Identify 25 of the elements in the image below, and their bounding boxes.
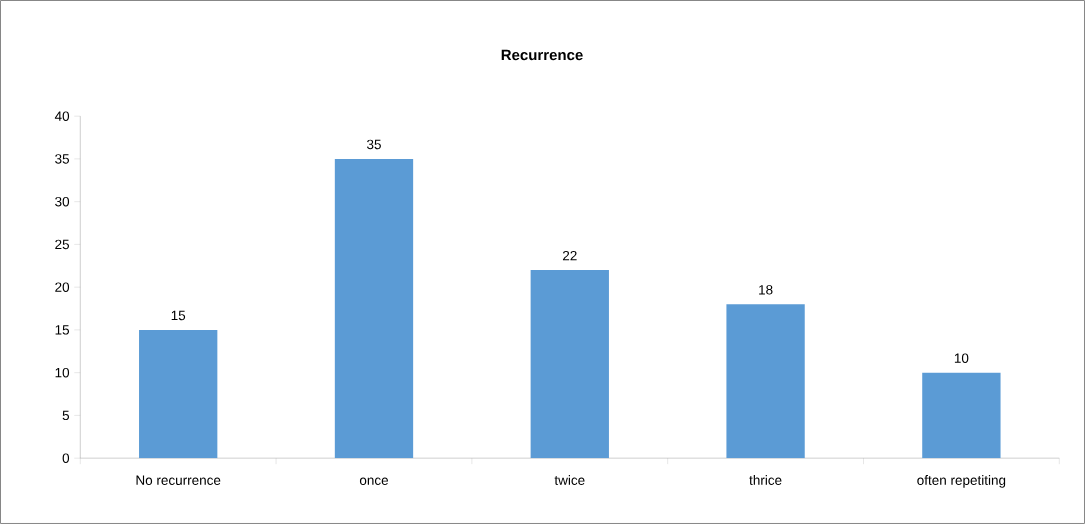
bar (334, 158, 414, 459)
data-label: 18 (759, 285, 773, 295)
data-label: 15 (171, 310, 186, 321)
data-label: 10 (954, 353, 969, 363)
data-label: 35 (366, 139, 381, 150)
y-tick-label: 25 (55, 239, 70, 250)
x-tick-label: No recurrence (136, 475, 221, 485)
bar (922, 372, 1001, 459)
bar (530, 270, 609, 459)
y-tick-label: 40 (54, 111, 70, 121)
bar (139, 329, 218, 459)
y-tick-label: 15 (55, 325, 70, 335)
data-label: 22 (562, 250, 577, 261)
bar (726, 304, 805, 459)
x-tick-label: twice (554, 475, 585, 485)
y-tick-label: 30 (55, 196, 70, 207)
y-tick-label: 0 (62, 453, 70, 463)
y-tick-label: 10 (55, 367, 70, 378)
x-tick-label: once (359, 477, 389, 485)
y-tick-label: 20 (55, 282, 70, 292)
x-tick-label: thrice (749, 475, 782, 485)
y-tick-label: 5 (62, 410, 70, 421)
chart-title: Recurrence (501, 49, 583, 61)
x-tick-label: often repetiting (917, 475, 1006, 488)
y-tick-label: 35 (55, 154, 70, 164)
